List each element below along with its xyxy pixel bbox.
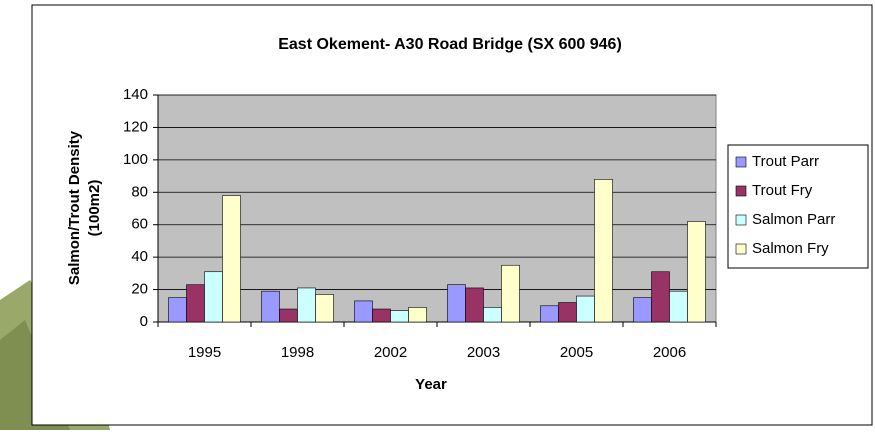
x-tick-label: 1998: [281, 344, 314, 361]
bar: [670, 291, 688, 322]
bar: [448, 285, 466, 322]
legend-swatch: [736, 157, 746, 167]
y-axis-title: Salmon/Trout Density: [66, 130, 83, 285]
bar: [280, 309, 298, 322]
bar: [595, 179, 613, 322]
chart: East Okement- A30 Road Bridge (SX 600 94…: [0, 0, 875, 430]
legend-label: Salmon Fry: [752, 240, 829, 257]
bar: [355, 301, 373, 322]
bar: [223, 196, 241, 322]
bar: [298, 288, 316, 322]
x-tick-label: 2006: [653, 344, 686, 361]
x-tick-label: 2002: [374, 344, 407, 361]
x-axis-title: Year: [415, 376, 447, 393]
y-tick-label: 40: [131, 248, 148, 265]
bar: [169, 298, 187, 322]
bar: [502, 265, 520, 322]
page: {"chart_data": {"type": "bar", "title": …: [0, 0, 875, 435]
legend-label: Trout Parr: [752, 153, 819, 170]
legend-swatch: [736, 215, 746, 225]
y-tick-label: 0: [140, 313, 148, 330]
legend-label: Salmon Parr: [752, 211, 835, 228]
bar: [688, 221, 706, 322]
bar: [466, 288, 484, 322]
legend-swatch: [736, 186, 746, 196]
bar: [409, 307, 427, 322]
y-tick-label: 20: [131, 281, 148, 298]
y-tick-label: 80: [131, 183, 148, 200]
bar: [262, 291, 280, 322]
y-tick-label: 100: [123, 151, 148, 168]
bar: [559, 303, 577, 322]
plot-area: [158, 95, 716, 322]
bar: [577, 296, 595, 322]
legend-swatch: [736, 244, 746, 254]
y-tick-label: 120: [123, 118, 148, 135]
bar: [652, 272, 670, 322]
legend-label: Trout Fry: [752, 182, 813, 199]
bar: [634, 298, 652, 322]
bar: [541, 306, 559, 322]
bar: [484, 307, 502, 322]
y-tick-label: 60: [131, 216, 148, 233]
bar: [373, 309, 391, 322]
x-tick-label: 2005: [560, 344, 593, 361]
bar: [205, 272, 223, 322]
bar: [391, 311, 409, 322]
bar: [187, 285, 205, 322]
x-tick-label: 1995: [188, 344, 221, 361]
y-tick-label: 140: [123, 86, 148, 103]
y-axis-title: (100m2): [86, 180, 103, 237]
bar: [316, 294, 334, 322]
chart-title: East Okement- A30 Road Bridge (SX 600 94…: [278, 36, 622, 53]
x-tick-label: 2003: [467, 344, 500, 361]
